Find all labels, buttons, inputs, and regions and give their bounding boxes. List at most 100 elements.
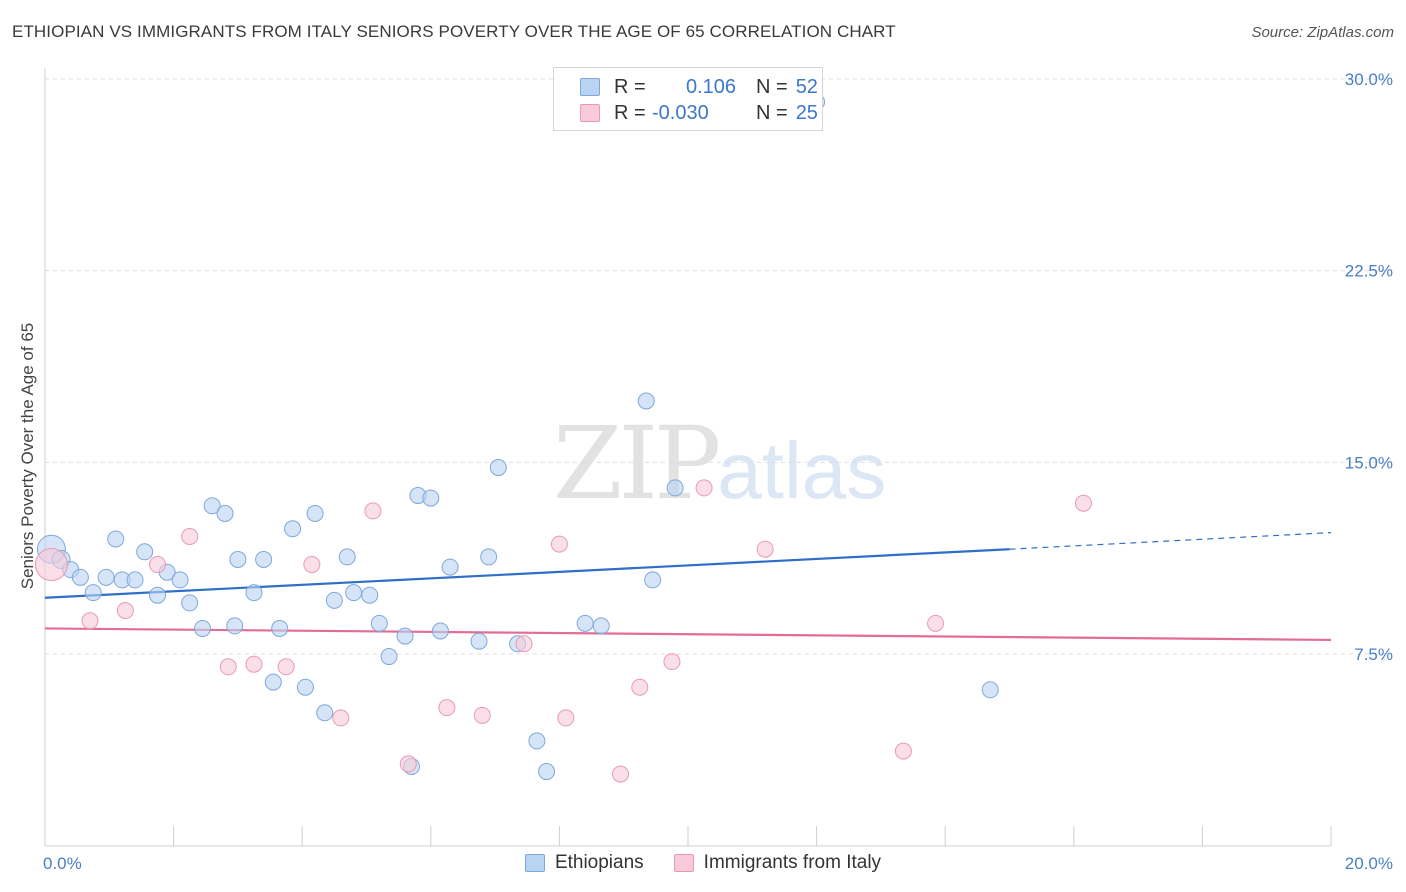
ethiopians-point: [226, 617, 244, 635]
legend-n-value: 25: [795, 101, 818, 124]
ethiopians-point: [361, 586, 379, 604]
y-tick-label: 22.5%: [1345, 262, 1393, 281]
italy-point: [149, 556, 167, 574]
y-tick-label: 7.5%: [1354, 645, 1393, 664]
ethiopians-point: [296, 678, 314, 696]
ethiopians-trend-line: [44, 548, 1010, 599]
legend-label-italy: Immigrants from Italy: [703, 852, 882, 873]
ethiopians-point: [480, 548, 498, 566]
ethiopians-point: [126, 571, 144, 589]
series-legend: Ethiopians Immigrants from Italy: [0, 852, 1406, 874]
points-layer: [34, 93, 1092, 783]
ethiopians-point: [245, 584, 263, 602]
italy-point: [245, 655, 263, 673]
ethiopians-point: [306, 504, 324, 522]
italy-point: [399, 755, 417, 773]
italy-point: [219, 658, 237, 676]
chart-title: ETHIOPIAN VS IMMIGRANTS FROM ITALY SENIO…: [12, 22, 896, 41]
y-tick-label: 15.0%: [1345, 453, 1393, 472]
ethiopians-point: [666, 479, 684, 497]
legend-swatch-pink: [673, 854, 694, 872]
italy-point: [611, 765, 629, 783]
italy-point: [473, 706, 491, 724]
ethiopians-point: [216, 504, 234, 522]
ethiopians-point: [470, 632, 488, 650]
italy-point: [303, 556, 321, 574]
ethiopians-point: [538, 763, 556, 781]
ethiopians-point: [576, 614, 594, 632]
ethiopians-point: [97, 568, 115, 586]
ethiopians-point: [255, 550, 273, 568]
y-tick-label: 30.0%: [1345, 70, 1393, 89]
ethiopians-point: [271, 619, 289, 637]
ethiopians-point: [592, 617, 610, 635]
source-label: Source: ZipAtlas.com: [1251, 24, 1394, 41]
italy-point: [663, 653, 681, 671]
ethiopians-point: [71, 568, 89, 586]
ethiopians-point: [229, 550, 247, 568]
tick-layer: 30.0% 22.5% 15.0% 7.5% 0.0% 20.0%: [43, 70, 1393, 873]
legend-label-ethiopians: Ethiopians: [554, 852, 644, 873]
ethiopians-point: [981, 681, 999, 699]
legend-item-ethiopians[interactable]: Ethiopians: [524, 852, 644, 874]
ethiopians-point: [431, 622, 449, 640]
ethiopians-point: [345, 584, 363, 602]
italy-point: [81, 612, 99, 630]
italy-point: [631, 678, 649, 696]
legend-swatch-blue: [524, 854, 545, 872]
ethiopians-point: [84, 584, 102, 602]
ethiopians-point: [644, 571, 662, 589]
legend-r-value: 0.106: [685, 75, 736, 98]
ethiopians-point: [181, 594, 199, 612]
ethiopians-point: [489, 458, 507, 476]
legend-r-label: R =: [614, 101, 646, 124]
x-tick-label: 20.0%: [1345, 854, 1393, 873]
ethiopians-point: [422, 489, 440, 507]
ethiopians-point: [338, 548, 356, 566]
ethiopians-point: [194, 619, 212, 637]
ethiopians-point: [528, 732, 546, 750]
ethiopians-point: [396, 627, 414, 645]
italy-trend-line: [44, 627, 1332, 642]
legend-row-ethiopians: R = 0.106 N = 52: [580, 74, 818, 100]
italy-point: [515, 635, 533, 653]
legend-n-value: 52: [795, 75, 818, 98]
ethiopians-point: [149, 586, 167, 604]
legend-swatch-blue: [580, 78, 600, 96]
ethiopians-point: [203, 497, 221, 515]
italy-point: [894, 742, 912, 760]
legend-r-value: -0.030: [652, 101, 709, 124]
ethiopians-point: [370, 614, 388, 632]
legend-n-label: N =: [756, 75, 788, 98]
ethiopians-point: [284, 520, 302, 538]
italy-point: [116, 602, 134, 620]
x-tick-label: 0.0%: [43, 854, 82, 873]
italy-point: [34, 548, 68, 582]
italy-point: [557, 709, 575, 727]
ethiopians-point: [107, 530, 125, 548]
italy-point: [695, 479, 713, 497]
italy-point: [438, 699, 456, 717]
ethiopians-point: [325, 591, 343, 609]
trend-layer: [44, 532, 1332, 642]
ethiopians-point: [136, 543, 154, 561]
ethiopians-point: [637, 392, 655, 410]
legend-swatch-pink: [580, 104, 600, 122]
italy-point: [277, 658, 295, 676]
grid-layer: [45, 78, 1392, 655]
legend-item-italy[interactable]: Immigrants from Italy: [673, 852, 882, 874]
legend-n-label: N =: [756, 101, 788, 124]
legend-row-italy: R = -0.030 N = 25: [580, 100, 818, 126]
legend-r-label: R =: [614, 75, 646, 98]
ethiopians-point: [441, 558, 459, 576]
italy-point: [181, 527, 199, 545]
italy-point: [550, 535, 568, 553]
ethiopians-point: [316, 704, 334, 722]
italy-point: [927, 614, 945, 632]
italy-point: [1074, 494, 1092, 512]
italy-point: [756, 540, 774, 558]
italy-point: [364, 502, 382, 520]
italy-point: [332, 709, 350, 727]
ethiopians-point: [380, 648, 398, 666]
